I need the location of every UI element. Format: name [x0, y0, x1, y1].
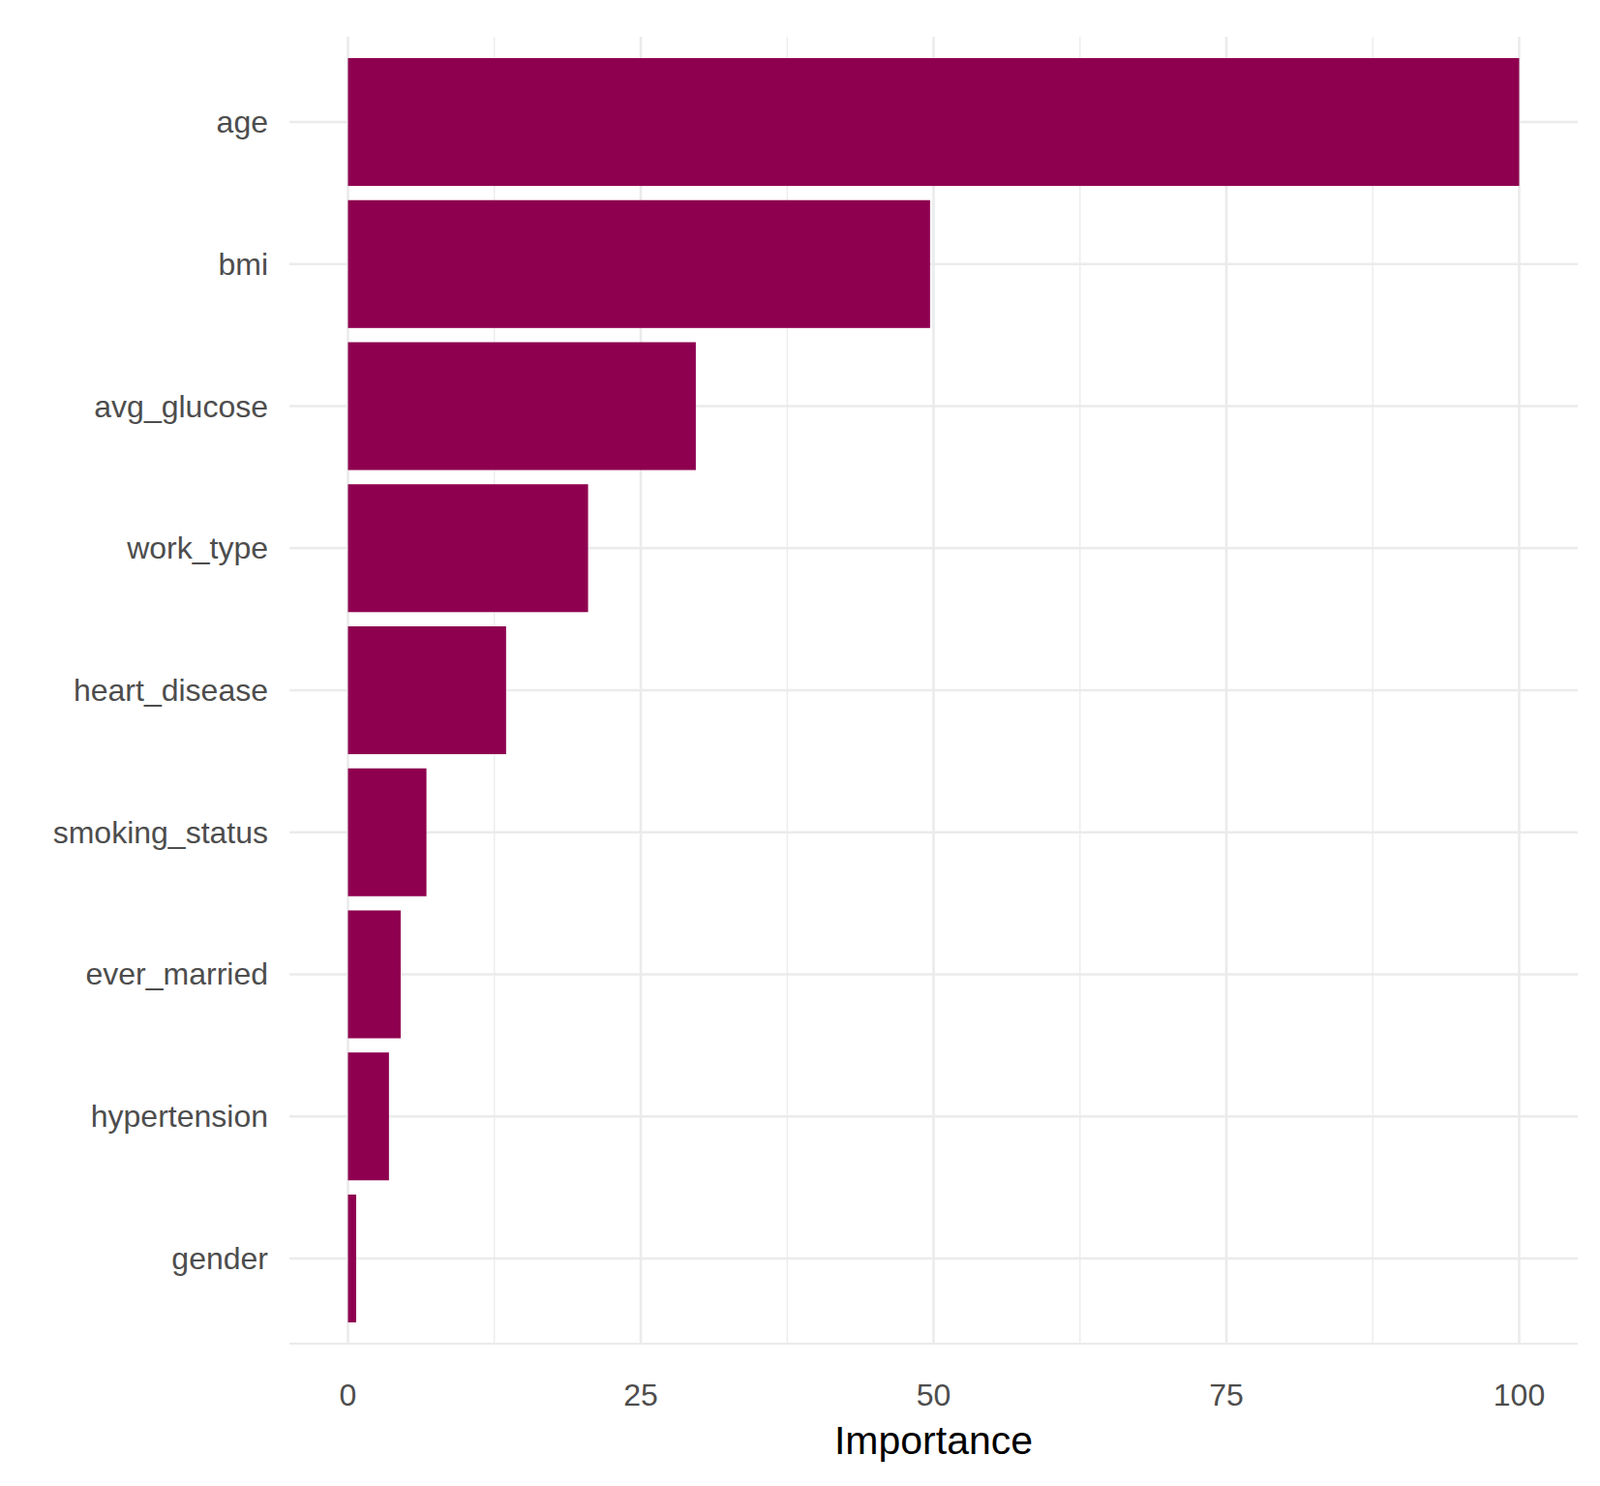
bars — [348, 58, 1520, 1323]
y-tick-label: hypertension — [90, 1098, 269, 1134]
y-tick-label: bmi — [217, 246, 269, 282]
y-tick-label: avg_glucose — [93, 389, 269, 424]
y-tick-label: work_type — [125, 530, 269, 566]
y-tick-label: smoking_status — [53, 815, 269, 850]
grid-line-y — [289, 1115, 1578, 1118]
bar — [348, 626, 507, 755]
bar — [348, 1052, 390, 1180]
bar — [348, 483, 589, 612]
x-axis-line — [289, 1342, 1578, 1345]
x-tick-label: 0 — [339, 1377, 358, 1413]
chart-svg: age bmi avg_glucose work_type heart_diseases… — [0, 0, 1600, 1486]
y-tick-label: heart_disease — [73, 672, 269, 708]
bar — [348, 341, 696, 470]
bar — [348, 768, 427, 897]
grid — [289, 36, 1578, 1344]
x-tick-label: 25 — [623, 1377, 659, 1413]
grid-line-y — [289, 1257, 1578, 1261]
x-tick-label: 75 — [1208, 1377, 1244, 1413]
bar — [348, 200, 931, 329]
grid-line-y — [289, 972, 1578, 976]
y-tick-label: age — [216, 104, 269, 140]
x-axis-title: Importance — [834, 1418, 1033, 1463]
bar — [348, 1194, 357, 1323]
chart-root: age bmi avg_glucose work_type heart_diseases… — [0, 0, 1600, 1486]
x-tick-label: 50 — [916, 1377, 952, 1413]
x-tick-label: 100 — [1493, 1377, 1545, 1413]
bar — [348, 58, 1520, 186]
y-tick-label: ever_married — [85, 956, 269, 992]
grid-line-y — [289, 830, 1578, 834]
y-tick-label: gender — [171, 1240, 269, 1276]
bar — [348, 909, 401, 1038]
